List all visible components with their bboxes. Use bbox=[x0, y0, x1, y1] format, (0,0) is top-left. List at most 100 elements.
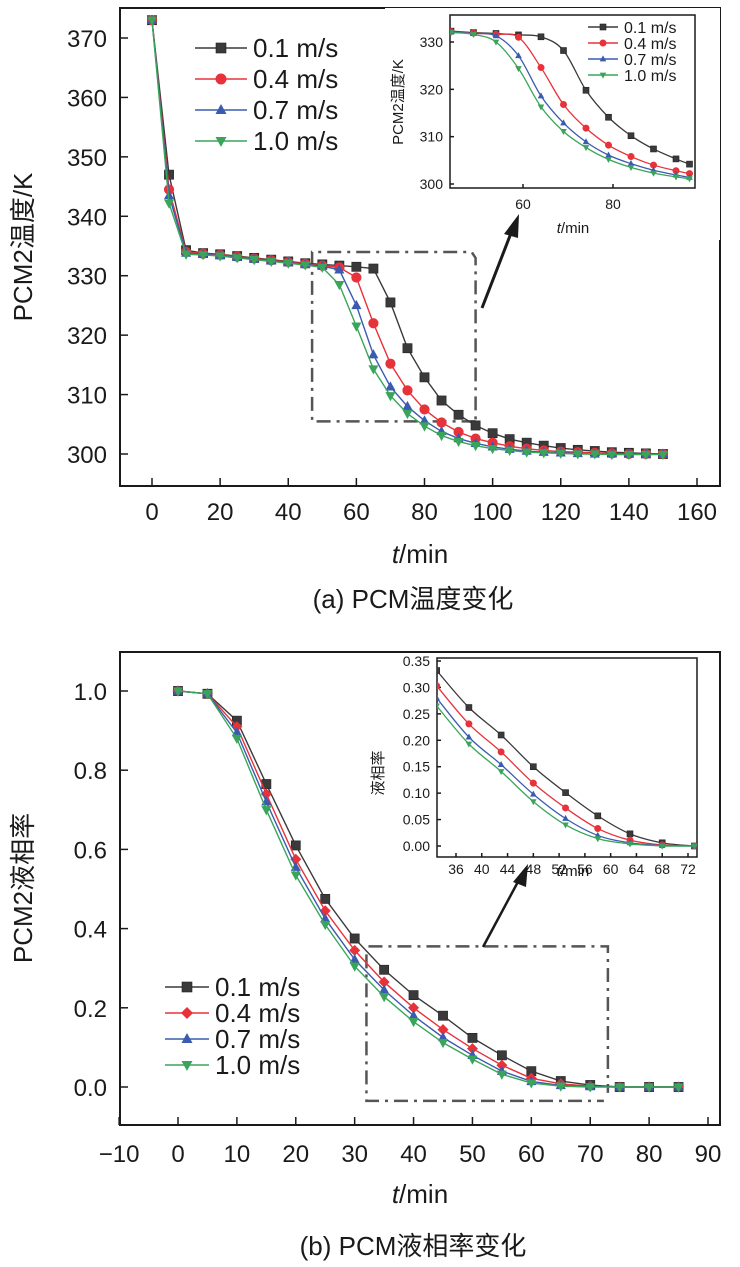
data-point bbox=[378, 976, 390, 988]
data-point bbox=[437, 1038, 449, 1049]
data-point bbox=[470, 442, 481, 452]
x-tick-label: 100 bbox=[473, 499, 513, 526]
data-point bbox=[334, 264, 345, 274]
y-tick-label: 0.2 bbox=[74, 996, 107, 1023]
data-point bbox=[497, 761, 505, 767]
legend-marker bbox=[599, 55, 607, 62]
data-point bbox=[181, 250, 192, 260]
chart-a-inset-series bbox=[450, 27, 693, 183]
chart-a-inset-x-axis: 60 80 bbox=[515, 184, 621, 212]
data-point bbox=[146, 16, 158, 26]
chart-a-x-axis: 0 20 40 60 80 100 120 140 160 bbox=[145, 478, 717, 526]
data-point bbox=[402, 409, 413, 420]
data-point bbox=[419, 415, 430, 425]
data-point bbox=[594, 812, 602, 820]
data-point bbox=[198, 251, 209, 261]
chart-a-inset-legend: 0.1 m/s0.4 m/s0.7 m/s1.0 m/s bbox=[588, 20, 676, 85]
data-point bbox=[530, 763, 537, 771]
data-point bbox=[555, 1082, 566, 1092]
legend-item: 0.4 m/s bbox=[165, 998, 300, 1028]
chart-b-x-axis-title-unit: /min bbox=[399, 1179, 448, 1209]
chart-b-inset-frame bbox=[436, 657, 698, 858]
legend-item: 0.7 m/s bbox=[588, 52, 676, 69]
data-point bbox=[626, 841, 634, 848]
chart-a-inset-x-axis-title-unit: /min bbox=[561, 220, 589, 237]
legend-label: 0.4 m/s bbox=[253, 64, 338, 94]
chart-b-x-axis: −10 0 10 20 30 40 50 60 70 80 90 bbox=[99, 1117, 721, 1168]
data-point bbox=[582, 145, 590, 152]
data-point bbox=[530, 799, 537, 806]
x-tick-label: 0 bbox=[171, 1141, 184, 1168]
x-tick-label: 80 bbox=[605, 196, 621, 212]
x-tick-label: 40 bbox=[474, 861, 490, 877]
data-point bbox=[408, 1002, 420, 1014]
data-point bbox=[537, 33, 545, 41]
x-tick-label: 30 bbox=[341, 1141, 368, 1168]
legend-label: 0.7 m/s bbox=[253, 95, 338, 125]
series-1-0-m-s bbox=[146, 16, 668, 461]
y-tick-label: 350 bbox=[67, 145, 107, 172]
chart-b-y-axis: 0.0 0.2 0.4 0.6 0.8 1.0 bbox=[74, 679, 128, 1102]
x-tick-label: 120 bbox=[541, 499, 581, 526]
data-point bbox=[487, 444, 498, 455]
data-point bbox=[605, 113, 612, 121]
y-tick-label: 0.10 bbox=[403, 785, 430, 801]
data-point bbox=[408, 1010, 419, 1020]
data-point bbox=[691, 843, 697, 850]
data-point bbox=[560, 100, 567, 108]
data-point bbox=[465, 704, 473, 711]
y-tick-label: 0.05 bbox=[403, 812, 430, 828]
data-point bbox=[650, 170, 657, 177]
data-point bbox=[437, 703, 440, 709]
data-point bbox=[657, 450, 668, 461]
data-point bbox=[589, 450, 600, 460]
data-point bbox=[437, 667, 440, 674]
legend-item: 1.0 m/s bbox=[195, 126, 338, 156]
data-point bbox=[467, 1032, 478, 1043]
chart-a-y-axis: 300 310 320 330 340 350 360 370 bbox=[67, 26, 128, 469]
data-point bbox=[465, 741, 473, 748]
x-tick-label: 36 bbox=[448, 861, 464, 877]
legend-item: 0.1 m/s bbox=[195, 33, 338, 63]
data-point bbox=[419, 404, 430, 415]
legend-marker bbox=[599, 23, 607, 31]
chart-a-x-axis-title: t/min bbox=[392, 539, 448, 569]
x-tick-label: 56 bbox=[577, 861, 593, 877]
data-point bbox=[658, 843, 666, 850]
legend-marker bbox=[215, 73, 227, 85]
chart-a-inset: 300 310 320 330 60 80 0.1 m/s0.4 m/s0.7 m/s1… bbox=[385, 8, 720, 240]
x-tick-label: 60 bbox=[518, 1141, 545, 1168]
data-point bbox=[627, 153, 635, 161]
x-tick-label: 68 bbox=[654, 861, 670, 877]
data-point bbox=[436, 417, 447, 428]
y-tick-label: 1.0 bbox=[74, 679, 107, 706]
chart-b-y-axis-title: PCM2液相率 bbox=[8, 813, 38, 963]
x-tick-label: 40 bbox=[275, 499, 302, 526]
data-point bbox=[368, 263, 379, 274]
x-tick-label: 140 bbox=[609, 499, 649, 526]
data-point bbox=[538, 449, 549, 459]
legend-label: 0.1 m/s bbox=[215, 972, 300, 1002]
data-point bbox=[283, 259, 294, 269]
chart-a-inset-y-axis: 300 310 320 330 bbox=[420, 34, 454, 192]
series-1-0-m-s bbox=[437, 703, 697, 850]
data-point bbox=[249, 255, 260, 266]
x-tick-label: 20 bbox=[207, 499, 234, 526]
legend-marker bbox=[181, 981, 193, 993]
data-point bbox=[379, 984, 390, 994]
data-point bbox=[497, 769, 505, 776]
data-point bbox=[385, 381, 396, 391]
y-tick-label: 0.25 bbox=[403, 706, 430, 722]
chart-b-series bbox=[172, 685, 685, 1093]
legend-item: 0.1 m/s bbox=[588, 20, 676, 37]
chart-b-caption: (b) PCM液相率变化 bbox=[300, 1231, 527, 1261]
data-point bbox=[492, 32, 500, 39]
data-point bbox=[496, 1050, 507, 1061]
data-point bbox=[496, 1059, 508, 1071]
data-point bbox=[582, 86, 590, 94]
y-tick-label: 320 bbox=[67, 323, 107, 350]
data-point bbox=[560, 47, 567, 54]
data-point bbox=[172, 687, 184, 697]
x-tick-label: −10 bbox=[99, 1141, 140, 1168]
x-tick-label: 80 bbox=[411, 499, 438, 526]
